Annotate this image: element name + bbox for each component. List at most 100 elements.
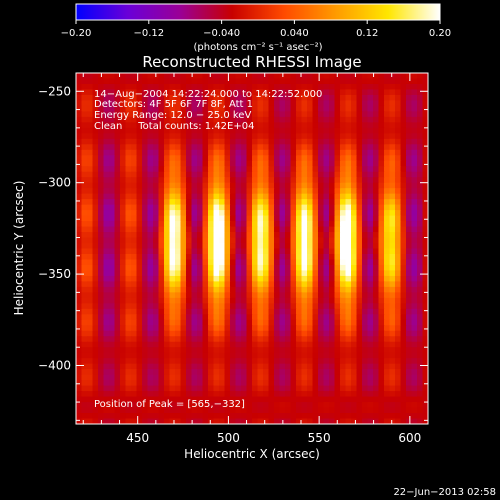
- heatmap-cell: [76, 292, 83, 299]
- heatmap-cell: [290, 111, 297, 118]
- heatmap-cell: [268, 336, 275, 343]
- heatmap-cell: [257, 155, 264, 162]
- heatmap-cell: [92, 391, 99, 398]
- heatmap-cell: [301, 149, 308, 156]
- heatmap-cell: [98, 133, 105, 140]
- heatmap-cell: [186, 83, 193, 91]
- heatmap-cell: [351, 286, 358, 293]
- heatmap-cell: [92, 402, 99, 409]
- heatmap-cell: [191, 94, 198, 102]
- heatmap-cell: [312, 341, 319, 348]
- heatmap-cell: [378, 232, 385, 239]
- heatmap-cell: [197, 221, 204, 228]
- heatmap-cell: [103, 215, 110, 222]
- heatmap-cell: [268, 100, 275, 107]
- heatmap-cell: [290, 149, 297, 156]
- heatmap-cell: [224, 303, 231, 310]
- heatmap-cell: [263, 270, 270, 277]
- heatmap-cell: [268, 308, 275, 315]
- heatmap-cell: [384, 308, 391, 315]
- heatmap-cell: [169, 275, 176, 283]
- heatmap-cell: [120, 105, 127, 112]
- heatmap-cell: [230, 413, 237, 420]
- heatmap-cell: [164, 270, 171, 277]
- heatmap-cell: [367, 341, 374, 348]
- heatmap-cell: [191, 330, 198, 337]
- heatmap-cell: [175, 144, 182, 151]
- heatmap-cell: [312, 149, 319, 156]
- heatmap-cell: [202, 226, 209, 233]
- heatmap-cell: [274, 83, 281, 91]
- heatmap-cell: [378, 243, 385, 250]
- heatmap-cell: [356, 391, 363, 398]
- heatmap-cell: [197, 83, 204, 91]
- heatmap-cell: [329, 336, 336, 343]
- heatmap-cell: [411, 380, 418, 387]
- heatmap-cell: [224, 352, 231, 359]
- heatmap-cell: [81, 105, 88, 112]
- heatmap-cell: [378, 94, 385, 102]
- heatmap-cell: [87, 193, 94, 200]
- heatmap-cell: [191, 292, 198, 299]
- heatmap-cell: [301, 407, 308, 414]
- heatmap-cell: [279, 275, 286, 283]
- heatmap-cell: [197, 264, 204, 272]
- heatmap-cell: [318, 177, 325, 184]
- heatmap-cell: [362, 171, 369, 178]
- heatmap-cell: [197, 352, 204, 359]
- heatmap-cell: [98, 155, 105, 162]
- heatmap-cell: [323, 226, 330, 233]
- heatmap-cell: [125, 94, 132, 102]
- heatmap-cell: [219, 253, 226, 261]
- heatmap-cell: [230, 155, 237, 162]
- heatmap-cell: [340, 352, 347, 359]
- heatmap-cell: [120, 171, 127, 178]
- heatmap-cell: [224, 116, 231, 123]
- heatmap-cell: [147, 215, 154, 222]
- heatmap-cell: [406, 138, 413, 145]
- heatmap-cell: [175, 352, 182, 359]
- heatmap-cell: [76, 199, 83, 206]
- heatmap-cell: [367, 391, 374, 398]
- heatmap-cell: [312, 226, 319, 233]
- colorbar-tick-label: 0.12: [356, 28, 378, 39]
- heatmap-cell: [246, 369, 253, 376]
- heatmap-cell: [125, 199, 132, 206]
- heatmap-cell: [373, 308, 380, 315]
- heatmap-cell: [76, 303, 83, 310]
- heatmap-cell: [191, 160, 198, 167]
- heatmap-cell: [219, 380, 226, 387]
- heatmap-cell: [290, 94, 297, 102]
- heatmap-cell: [285, 330, 292, 337]
- heatmap-cell: [76, 396, 83, 403]
- heatmap-cell: [125, 226, 132, 233]
- heatmap-cell: [208, 144, 215, 151]
- heatmap-cell: [301, 347, 308, 354]
- heatmap-cell: [340, 111, 347, 118]
- heatmap-cell: [279, 341, 286, 348]
- heatmap-cell: [406, 248, 413, 255]
- heatmap-cell: [274, 281, 281, 288]
- heatmap-cell: [351, 122, 358, 129]
- heatmap-cell: [356, 226, 363, 233]
- heatmap-cell: [351, 418, 358, 424]
- heatmap-cell: [219, 122, 226, 129]
- heatmap-cell: [191, 73, 198, 80]
- heatmap-cell: [153, 111, 160, 118]
- heatmap-cell: [76, 347, 83, 354]
- heatmap-cell: [312, 133, 319, 140]
- heatmap-cell: [417, 144, 424, 151]
- heatmap-cell: [285, 243, 292, 250]
- heatmap-cell: [312, 122, 319, 129]
- heatmap-cell: [98, 253, 105, 261]
- heatmap-cell: [241, 380, 248, 387]
- heatmap-cell: [285, 325, 292, 332]
- heatmap-cell: [175, 308, 182, 315]
- heatmap-cell: [285, 155, 292, 162]
- heatmap-cell: [406, 341, 413, 348]
- heatmap-cell: [285, 275, 292, 283]
- heatmap-cell: [142, 127, 149, 134]
- heatmap-cell: [158, 149, 165, 156]
- heatmap-cell: [103, 122, 110, 129]
- heatmap-cell: [345, 138, 352, 145]
